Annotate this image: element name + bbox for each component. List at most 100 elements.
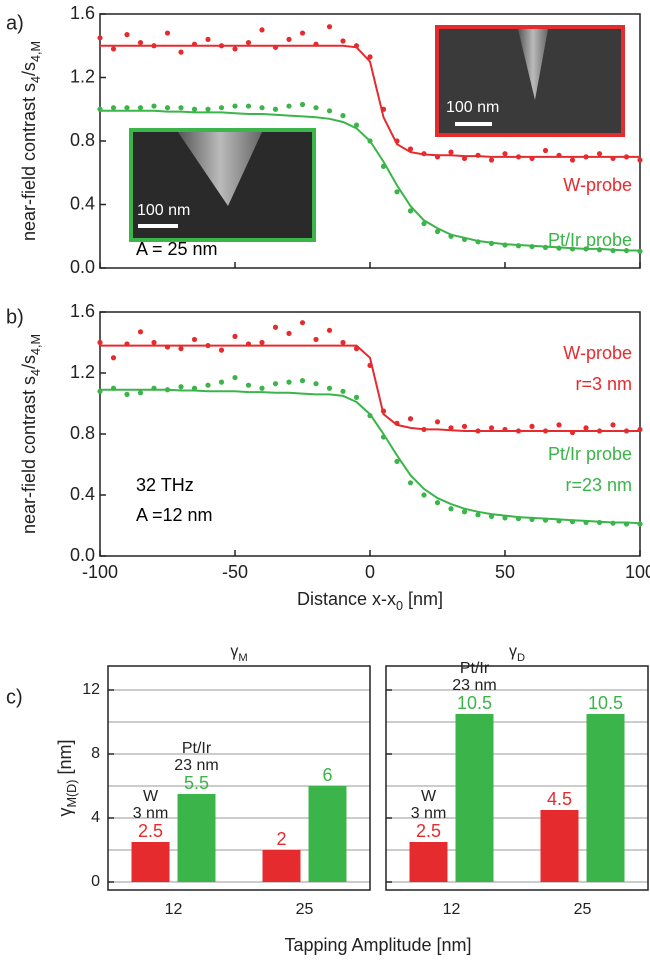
data-point: [542, 244, 549, 250]
data-point: [394, 189, 400, 195]
data-point: [110, 105, 117, 111]
y-axis-label-part: near-field contrast s: [19, 83, 39, 241]
data-point: [313, 105, 319, 111]
y-axis-label-part: 4: [29, 76, 43, 83]
data-point: [232, 46, 238, 52]
data-point: [97, 106, 103, 112]
data-point: [259, 339, 265, 346]
x-axis-label: Tapping Amplitude [nm]: [284, 935, 471, 955]
data-point: [340, 38, 346, 44]
data-point: [434, 228, 441, 235]
bar: [177, 794, 216, 882]
bar-annotation: 3 nm: [133, 805, 169, 822]
x-tick-label: 25: [574, 901, 592, 918]
bar: [131, 842, 170, 882]
data-point: [340, 113, 346, 119]
data-point: [448, 233, 454, 239]
data-point: [380, 408, 387, 414]
data-point: [164, 344, 171, 350]
data-point: [299, 30, 306, 36]
data-point: [461, 155, 468, 162]
data-point: [259, 105, 265, 111]
tip-image: [518, 29, 548, 100]
data-point: [299, 378, 306, 384]
data-point: [137, 390, 144, 396]
data-point: [529, 243, 535, 250]
bar-value-label: 10.5: [588, 693, 623, 713]
bar-annotation: 3 nm: [411, 805, 447, 822]
data-point: [394, 138, 400, 144]
bar-value-label: 2.5: [416, 821, 441, 841]
data-point: [340, 339, 346, 346]
data-point: [596, 247, 603, 253]
bar-annotation: W: [421, 788, 437, 805]
data-point: [218, 347, 225, 353]
data-point: [502, 426, 508, 433]
data-point: [556, 245, 562, 251]
panel-label: a): [6, 12, 24, 34]
data-point: [367, 138, 373, 144]
data-point: [475, 152, 481, 158]
chart-title-part: γ: [230, 643, 238, 660]
data-point: [407, 146, 414, 152]
plot-frame: [385, 665, 649, 891]
data-point: [407, 416, 414, 422]
x-tick-label: 12: [165, 901, 183, 918]
data-point: [272, 44, 279, 50]
bar-value-label: 2.5: [138, 821, 163, 841]
data-point: [205, 382, 211, 388]
data-point: [610, 155, 616, 162]
inset-images: 100 nm 100 nm: [129, 25, 625, 242]
y-axis-label-part: M(D): [65, 780, 79, 808]
bar: [586, 714, 625, 882]
data-point: [610, 422, 616, 428]
data-point: [596, 428, 603, 434]
data-point: [623, 521, 630, 527]
data-point: [515, 243, 522, 249]
y-axis-label-part: [nm]: [55, 740, 75, 780]
bar: [262, 850, 301, 882]
data-point: [259, 385, 265, 391]
data-point: [137, 329, 144, 335]
data-point: [191, 385, 198, 391]
data-point: [353, 43, 360, 49]
y-tick-label: 0.4: [70, 193, 95, 213]
data-point: [97, 339, 103, 346]
data-point: [286, 36, 292, 43]
x-tick-label: 12: [443, 901, 461, 918]
data-point: [515, 516, 522, 522]
data-point: [637, 426, 643, 433]
data-point: [623, 428, 630, 434]
data-point: [245, 341, 252, 347]
y-tick-label: 1.2: [70, 66, 95, 86]
data-point: [502, 151, 508, 157]
data-point: [232, 103, 238, 109]
data-point: [164, 30, 171, 36]
data-point: [515, 428, 522, 434]
data-point: [353, 394, 360, 400]
y-tick-label: 0.8: [70, 423, 95, 443]
data-point: [421, 151, 427, 157]
data-point: [232, 333, 238, 339]
x-tick-label: -50: [222, 562, 248, 582]
y-tick-label: 4: [91, 809, 100, 826]
data-point: [421, 426, 427, 433]
data-point: [367, 413, 373, 419]
data-point: [137, 105, 144, 111]
bar: [455, 714, 494, 882]
data-point: [488, 425, 495, 431]
panel-label: b): [6, 306, 24, 328]
annotation: A =12 nm: [136, 505, 213, 525]
y-axis-label: near-field contrast s4/s4,M: [19, 41, 44, 241]
y-axis-label-part: near-field contrast s: [19, 376, 39, 534]
y-axis-label: near-field contrast s4/s4,M: [19, 334, 44, 534]
scale-label: 100 nm: [446, 99, 499, 116]
data-point: [380, 163, 387, 169]
bar-value-label: 2: [276, 829, 286, 849]
data-point: [569, 429, 576, 436]
y-tick-label: 8: [91, 745, 100, 762]
scale-label: 100 nm: [137, 202, 190, 219]
data-point: [569, 157, 576, 163]
data-point: [272, 381, 279, 387]
data-point: [502, 242, 508, 248]
